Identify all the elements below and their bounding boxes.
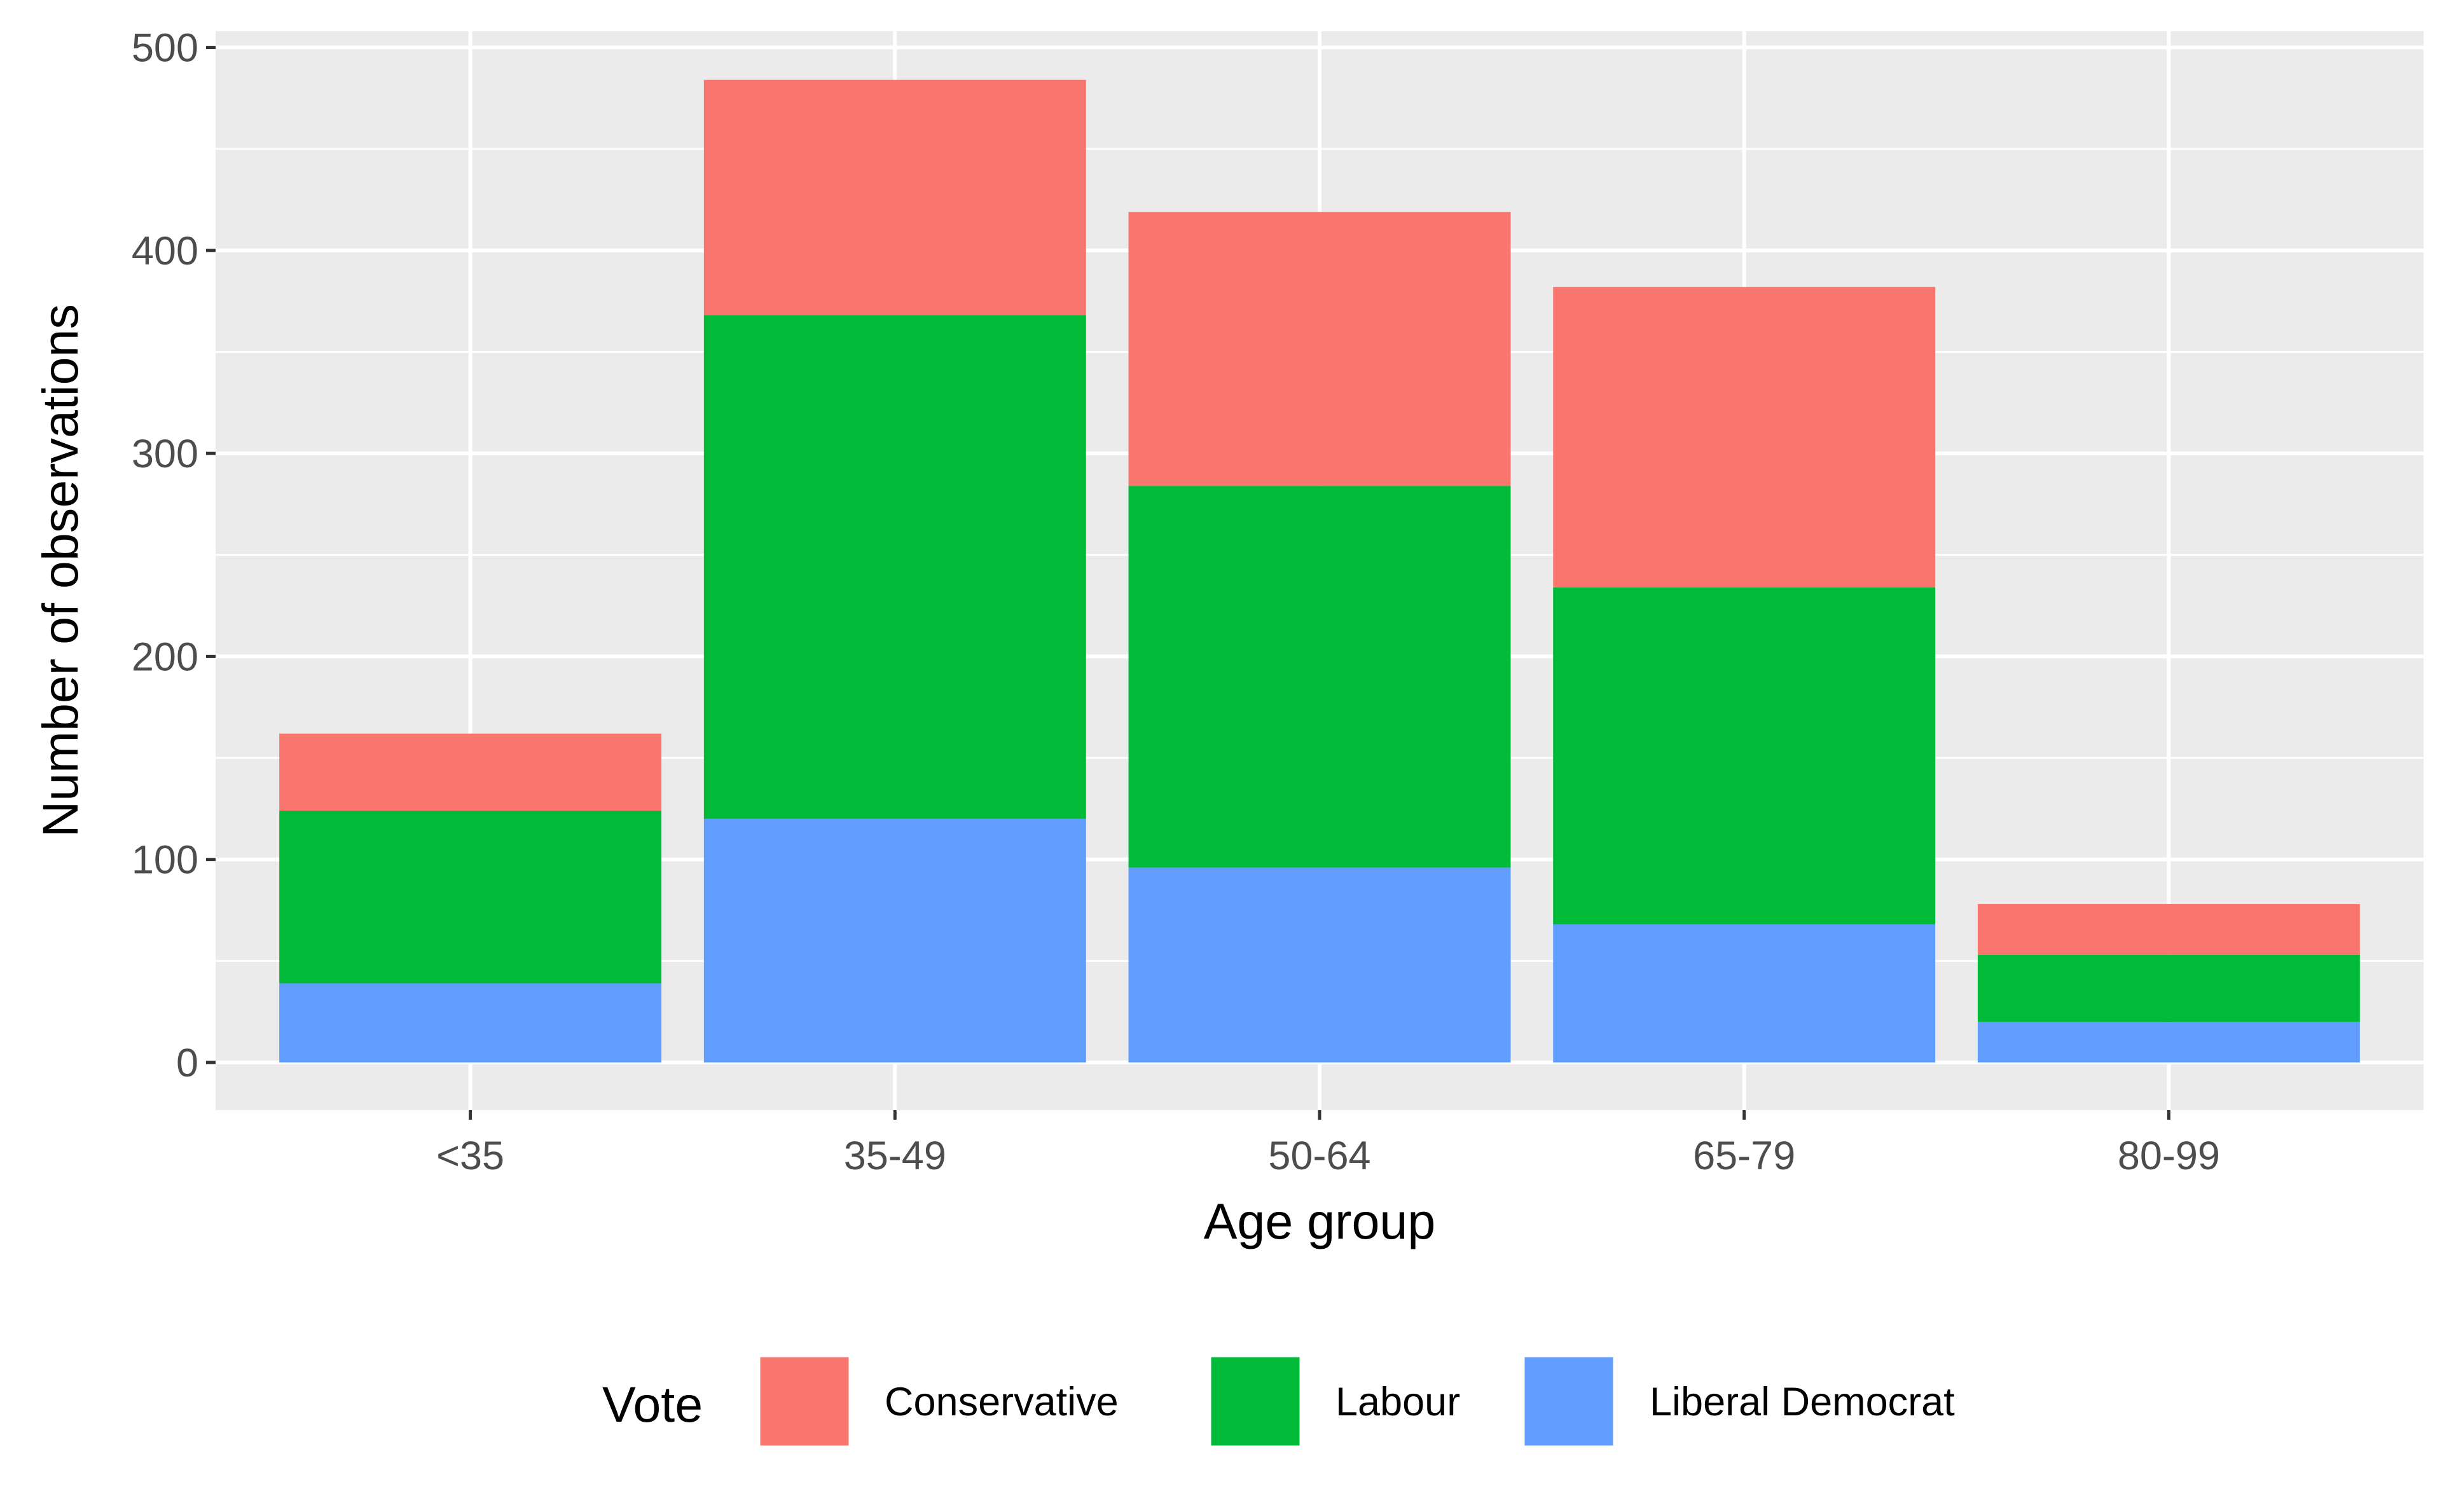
bar-segment <box>703 818 1086 1062</box>
y-tick-label: 400 <box>132 229 198 273</box>
y-tick-label: 0 <box>176 1041 198 1085</box>
y-axis: 0 100 200 300 400 500 <box>132 26 216 1085</box>
bar-segment <box>1128 486 1511 868</box>
legend-label: Conservative <box>885 1380 1119 1424</box>
x-tick-label: 80-99 <box>2118 1134 2220 1178</box>
x-tick-label: 65-79 <box>1693 1134 1795 1178</box>
bar-segment <box>279 733 662 811</box>
bar-segment <box>279 983 662 1062</box>
bar-segment <box>1128 867 1511 1062</box>
bar-segment <box>1553 924 1936 1062</box>
x-tick-label: <35 <box>436 1134 504 1178</box>
bar-segment <box>703 79 1086 315</box>
bar-segment <box>703 315 1086 819</box>
legend-label: Labour <box>1335 1380 1460 1424</box>
bar-segment <box>1977 954 2360 1022</box>
bar-segment <box>1977 1022 2360 1062</box>
y-tick-label: 300 <box>132 432 198 476</box>
x-tick-label: 50-64 <box>1268 1134 1370 1178</box>
legend-key <box>758 1355 851 1448</box>
y-tick-label: 200 <box>132 635 198 679</box>
x-axis: <35 35-49 50-64 65-79 80-99 <box>436 1110 2220 1178</box>
legend-title: Vote <box>602 1376 703 1433</box>
x-tick-label: 35-49 <box>844 1134 946 1178</box>
bar-segment <box>1553 587 1936 924</box>
bars <box>279 79 2360 1062</box>
legend-label: Liberal Democrat <box>1650 1380 1955 1424</box>
bar-segment <box>279 811 662 984</box>
bar-segment <box>1128 212 1511 486</box>
legend-key <box>1209 1355 1302 1448</box>
y-tick-label: 500 <box>132 26 198 71</box>
legend: Vote Conservative Labour Liberal Democrat <box>602 1355 1955 1448</box>
legend-key <box>1522 1355 1615 1448</box>
bar-segment <box>1977 904 2360 955</box>
bar-segment <box>1553 287 1936 588</box>
x-axis-title: Age group <box>1204 1193 1436 1249</box>
y-tick-label: 100 <box>132 838 198 883</box>
y-axis-title: Number of observations <box>32 304 88 837</box>
